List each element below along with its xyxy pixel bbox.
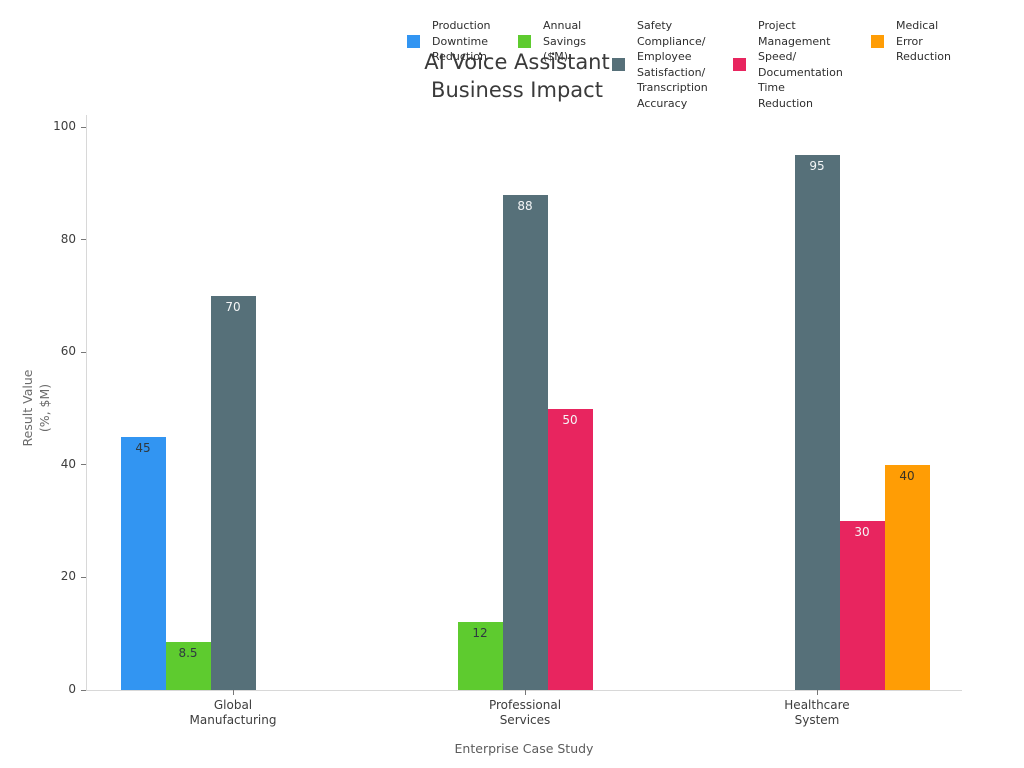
y-axis-tick-label: 40 [60,456,76,471]
legend-swatch-icon [871,34,884,48]
bar-value-label: 30 [854,525,870,540]
bar: 30 [839,521,885,690]
x-axis-title: Enterprise Case Study [454,741,594,756]
y-axis-tick [81,689,86,691]
bar-value-label: 45 [135,440,151,455]
bar-value-label: 40 [899,468,915,483]
y-axis-tick-label: 60 [60,344,76,359]
bar-value-label: 70 [225,299,241,314]
legend-item-label: Annual Savings ($M) [543,19,586,63]
y-axis-tick [81,351,86,353]
bar-value-label: 50 [562,412,578,427]
legend-swatch-icon [612,58,625,71]
bar: 95 [794,155,840,690]
bar-value-label: 88 [517,198,533,213]
x-axis-tick [817,690,818,695]
y-axis-tick-label: 20 [60,569,76,584]
legend-item-label: Safety Compliance/ Employee Satisfaction… [637,19,708,110]
legend-item-medical-error: Medical Error Reduction [871,18,951,65]
y-axis-tick-label: 100 [53,119,76,133]
legend-item-safety-compliance: Safety Compliance/ Employee Satisfaction… [612,18,708,111]
legend-item-label: Project Management Speed/ Documentation … [758,19,843,110]
bar: 40 [884,464,930,690]
bar: 8.5 [165,642,211,690]
x-axis-tick [233,690,234,695]
bar: 70 [210,295,256,690]
y-axis-title: Result Value (%, $M) [20,369,52,447]
y-axis-tick [81,126,86,128]
legend-item-production-downtime: Production Downtime Reduction [407,18,491,65]
x-axis-tick-label: Professional Services [488,698,562,727]
legend-item-annual-savings: Annual Savings ($M) [518,18,586,65]
y-axis-tick-label: 0 [68,682,76,696]
legend-item-label: Production Downtime Reduction [432,19,491,63]
y-axis-tick [81,239,86,241]
x-axis-tick [525,690,526,695]
legend-item-label: Medical Error Reduction [896,19,951,63]
bar: 45 [120,436,166,690]
bar: 88 [502,194,548,690]
bar-value-label: 95 [809,159,825,174]
y-axis-tick [81,576,86,578]
bar: 50 [547,408,593,690]
x-axis-spine [86,690,962,691]
legend-item-project-management: Project Management Speed/ Documentation … [733,18,843,111]
x-axis-tick-label: Healthcare System [784,698,850,727]
bar: 12 [457,622,503,690]
legend-swatch-icon [407,34,420,48]
y-axis-spine [86,115,87,690]
bar-value-label: 8.5 [178,646,198,661]
x-axis-tick-label: Global Manufacturing [189,698,277,727]
bar-value-label: 12 [472,626,488,641]
y-axis-tick [81,464,86,466]
legend-swatch-icon [518,34,531,48]
y-axis-tick-label: 80 [60,231,76,246]
legend-swatch-icon [733,58,746,71]
